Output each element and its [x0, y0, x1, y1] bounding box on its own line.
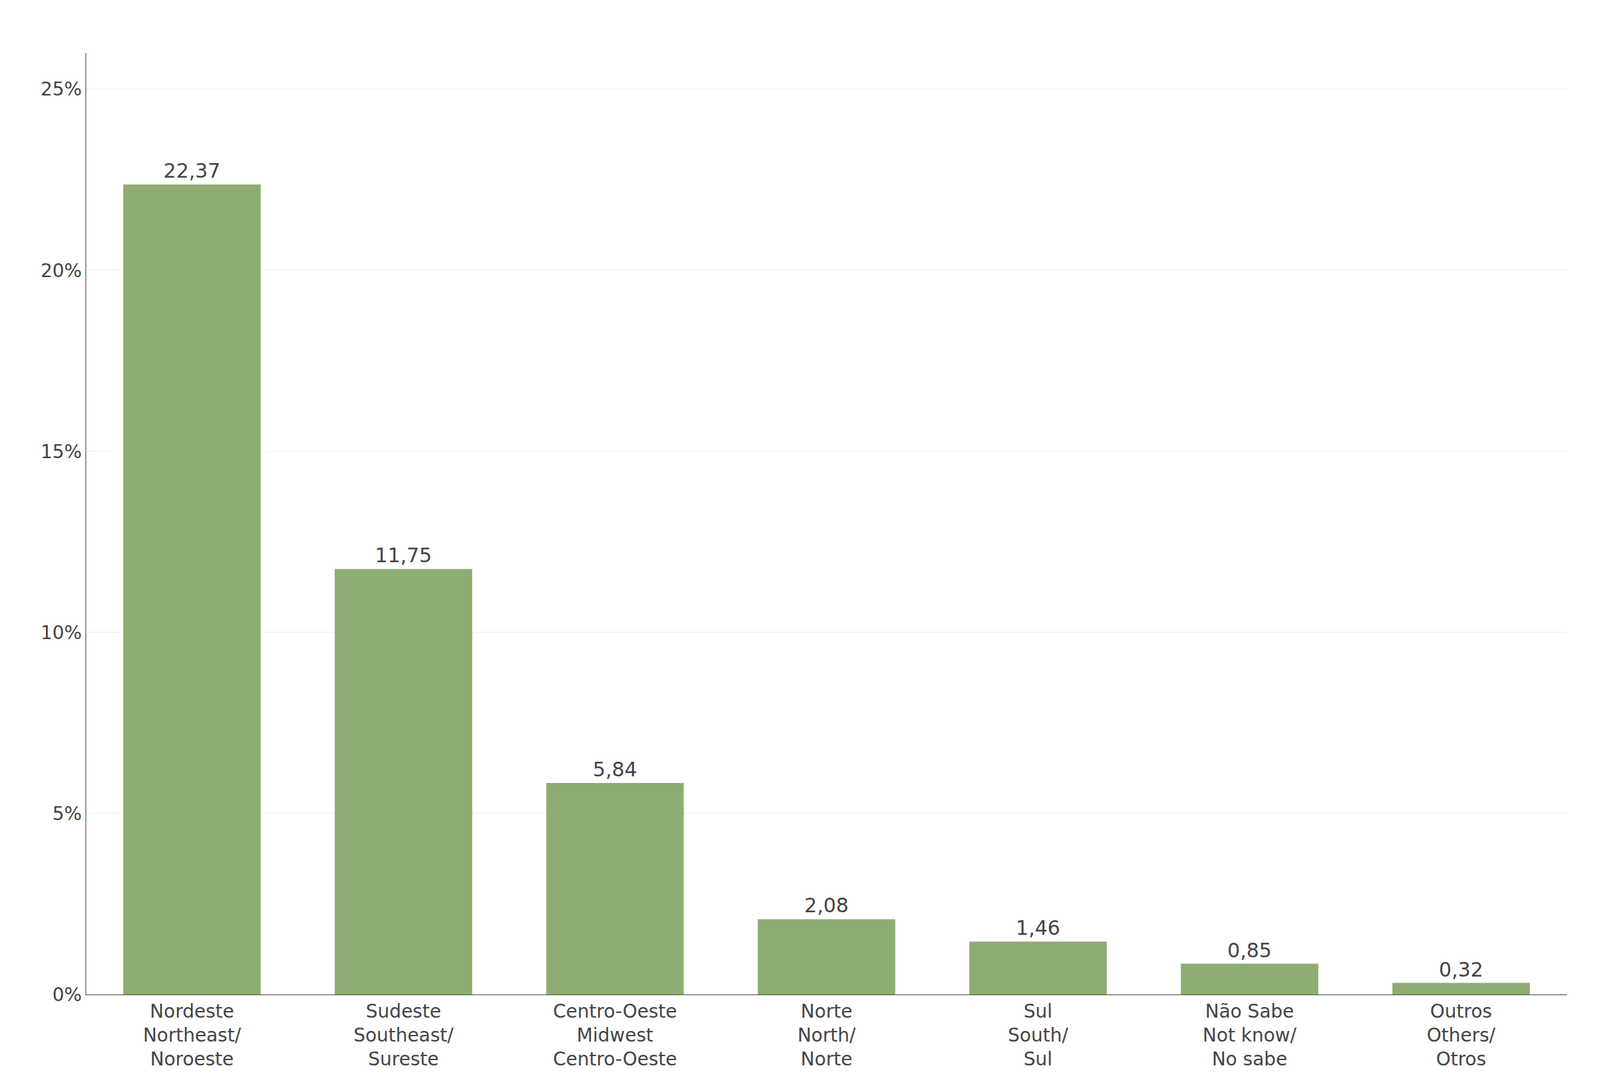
svg-text:Centro-OesteMidwestCentro-Oest: Centro-OesteMidwestCentro-Oeste: [553, 1000, 677, 1071]
svg-text:22,37: 22,37: [163, 159, 221, 183]
svg-text:SulSouth/Sul: SulSouth/Sul: [1007, 1000, 1069, 1071]
svg-text:0,85: 0,85: [1227, 938, 1272, 963]
svg-text:0%: 0%: [52, 984, 82, 1006]
svg-text:2,08: 2,08: [804, 893, 849, 918]
svg-text:5,84: 5,84: [592, 757, 638, 782]
svg-text:0,32: 0,32: [1438, 958, 1484, 982]
svg-text:SudesteSoutheast/Sureste: SudesteSoutheast/Sureste: [353, 1000, 454, 1071]
svg-text:15%: 15%: [40, 440, 82, 463]
svg-text:11,75: 11,75: [375, 543, 433, 567]
svg-text:20%: 20%: [40, 259, 82, 282]
svg-text:10%: 10%: [40, 621, 82, 644]
svg-text:1,46: 1,46: [1015, 916, 1061, 940]
svg-text:NordesteNortheast/Noroeste: NordesteNortheast/Noroeste: [143, 1000, 242, 1071]
svg-text:NorteNorth/Norte: NorteNorth/Norte: [797, 1000, 857, 1071]
svg-text:OutrosOthers/Otros: OutrosOthers/Otros: [1426, 1000, 1496, 1071]
svg-text:5%: 5%: [52, 802, 82, 825]
svg-text:25%: 25%: [40, 78, 82, 101]
svg-text:Não SabeNot know/No sabe: Não SabeNot know/No sabe: [1202, 1000, 1297, 1071]
